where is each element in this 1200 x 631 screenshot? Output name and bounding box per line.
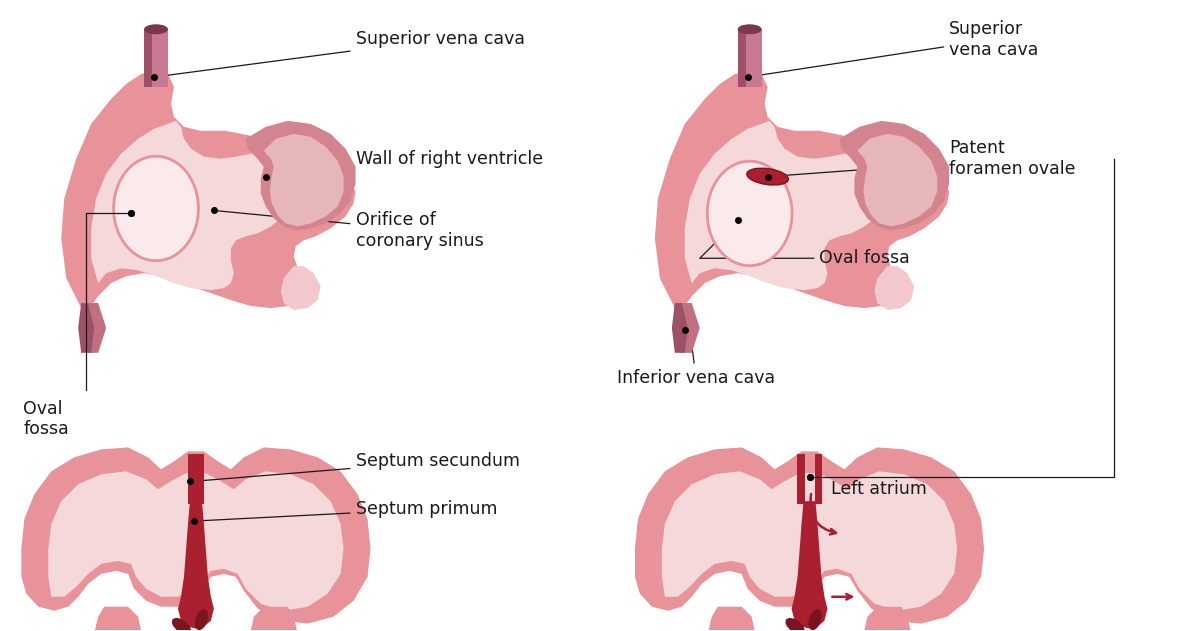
Polygon shape (144, 29, 152, 87)
Ellipse shape (746, 168, 788, 185)
Ellipse shape (809, 609, 822, 630)
Polygon shape (281, 266, 320, 310)
Ellipse shape (194, 609, 208, 630)
Text: Superior vena cava: Superior vena cava (157, 30, 524, 77)
Polygon shape (251, 607, 298, 631)
Polygon shape (672, 303, 688, 353)
Polygon shape (91, 121, 298, 290)
Polygon shape (61, 71, 355, 313)
Polygon shape (792, 501, 828, 628)
Text: Superior
vena cava: Superior vena cava (750, 20, 1038, 76)
Polygon shape (797, 454, 804, 504)
Ellipse shape (172, 618, 191, 631)
Ellipse shape (707, 161, 792, 266)
Polygon shape (738, 29, 762, 87)
Text: Septum primum: Septum primum (197, 500, 497, 521)
Text: Orifice of
coronary sinus: Orifice of coronary sinus (217, 211, 484, 250)
Polygon shape (144, 29, 168, 87)
Text: Septum secundum: Septum secundum (197, 452, 520, 481)
Ellipse shape (786, 618, 804, 631)
Polygon shape (82, 303, 106, 353)
Text: Oval fossa: Oval fossa (700, 222, 911, 268)
Polygon shape (875, 266, 914, 310)
Ellipse shape (114, 156, 198, 261)
Polygon shape (188, 454, 204, 504)
Polygon shape (22, 447, 371, 623)
Text: Patent
foramen ovale: Patent foramen ovale (770, 139, 1075, 178)
Text: Oval
fossa: Oval fossa (23, 399, 70, 439)
Ellipse shape (738, 24, 762, 34)
Polygon shape (840, 121, 949, 230)
Text: Wall of right ventricle: Wall of right ventricle (269, 150, 542, 176)
Polygon shape (94, 607, 142, 631)
Polygon shape (685, 121, 892, 290)
Polygon shape (674, 303, 700, 353)
Polygon shape (655, 71, 949, 313)
Polygon shape (178, 501, 214, 628)
Polygon shape (858, 134, 937, 227)
Polygon shape (662, 471, 958, 611)
Ellipse shape (144, 24, 168, 34)
Polygon shape (264, 134, 343, 227)
Polygon shape (635, 447, 984, 623)
Polygon shape (48, 471, 343, 611)
Text: Left atrium: Left atrium (832, 480, 928, 498)
Polygon shape (815, 454, 822, 504)
Polygon shape (864, 607, 911, 631)
Text: Inferior vena cava: Inferior vena cava (617, 333, 775, 387)
Polygon shape (738, 29, 745, 87)
Polygon shape (708, 607, 755, 631)
Polygon shape (78, 303, 94, 353)
Polygon shape (246, 121, 355, 230)
